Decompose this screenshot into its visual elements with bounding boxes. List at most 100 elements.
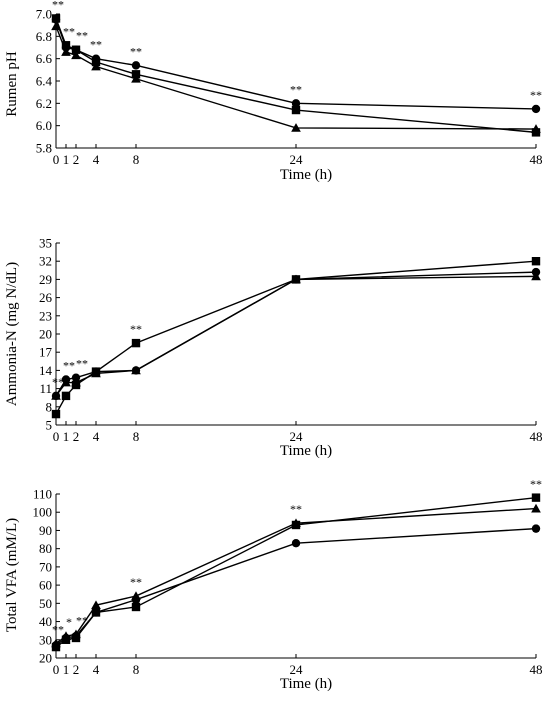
y-tick-label: 5.8 xyxy=(36,141,52,156)
y-tick-label: 5 xyxy=(46,418,53,433)
data-point-circle xyxy=(291,539,301,548)
data-point-triangle xyxy=(131,365,141,375)
data-point-square xyxy=(51,409,61,419)
x-tick-label: 1 xyxy=(63,662,70,677)
data-point-circle xyxy=(531,104,541,114)
significance-marker: ** xyxy=(90,38,102,52)
x-tick-label: 2 xyxy=(73,662,80,677)
data-point-triangle xyxy=(71,50,81,60)
data-point-square xyxy=(531,493,541,502)
series-line-square xyxy=(55,260,537,415)
x-tick-label: 8 xyxy=(133,152,140,167)
significance-marker: ** xyxy=(63,359,75,373)
data-point-triangle xyxy=(91,61,101,71)
significance-marker: ** xyxy=(130,575,142,589)
y-tick-label: 40 xyxy=(39,614,52,629)
significance-marker: ** xyxy=(76,29,88,43)
y-tick-label: 6.6 xyxy=(36,51,53,66)
x-axis-label: Time (h) xyxy=(280,676,332,692)
data-point-triangle xyxy=(531,271,541,281)
data-point-triangle xyxy=(61,631,71,640)
data-point-triangle xyxy=(291,518,301,528)
significance-marker: ** xyxy=(290,82,302,96)
series-line-circle xyxy=(55,271,537,397)
data-point-triangle xyxy=(51,391,61,400)
x-tick-label: 48 xyxy=(530,429,543,444)
significance-marker: ** xyxy=(290,502,302,516)
significance-marker: ** xyxy=(52,622,64,636)
data-point-square xyxy=(531,257,541,266)
data-point-circle xyxy=(71,373,81,382)
significance-marker: ** xyxy=(530,88,542,102)
series-line-square xyxy=(55,18,537,134)
significance-marker: ** xyxy=(63,24,75,38)
x-tick-label: 4 xyxy=(93,152,100,167)
y-tick-label: 60 xyxy=(39,578,52,593)
x-tick-label: 24 xyxy=(290,152,304,167)
y-axis-label: Total VFA (mM/L) xyxy=(4,518,20,632)
y-axis-label: Rumen pH xyxy=(4,51,20,117)
data-point-triangle xyxy=(131,73,141,83)
x-axis-label: Time (h) xyxy=(280,443,332,459)
data-point-square xyxy=(71,45,81,54)
data-point-square xyxy=(61,391,71,401)
y-tick-label: 110 xyxy=(33,487,52,502)
x-tick-label: 8 xyxy=(133,429,140,444)
x-tick-label: 4 xyxy=(93,662,100,677)
x-tick-label: 1 xyxy=(63,152,70,167)
data-point-triangle xyxy=(91,600,101,610)
significance-marker: ** xyxy=(130,44,142,58)
y-axis-label: Ammonia-N (mg N/dL) xyxy=(4,262,20,406)
x-tick-label: 48 xyxy=(530,662,543,677)
series-line-triangle xyxy=(55,275,537,397)
data-point-square xyxy=(131,338,141,348)
x-tick-label: 2 xyxy=(73,152,80,167)
data-point-triangle xyxy=(531,503,541,513)
y-tick-label: 29 xyxy=(39,272,52,287)
significance-marker: ** xyxy=(530,477,542,491)
data-point-triangle xyxy=(71,629,81,639)
y-tick-label: 6.0 xyxy=(36,118,52,133)
x-tick-label: 0 xyxy=(53,152,60,167)
significance-marker: ** xyxy=(52,0,64,11)
significance-marker: ** xyxy=(52,375,64,389)
y-tick-label: 8 xyxy=(46,399,53,414)
data-point-square xyxy=(61,41,71,50)
data-point-triangle xyxy=(51,21,61,31)
y-tick-label: 11 xyxy=(39,381,52,396)
y-tick-label: 30 xyxy=(39,632,52,647)
data-point-triangle xyxy=(61,377,71,387)
y-tick-label: 32 xyxy=(39,254,52,269)
data-point-triangle xyxy=(61,47,71,56)
significance-marker: ** xyxy=(76,357,88,371)
x-axis-label: Time (h) xyxy=(280,167,332,183)
x-tick-label: 1 xyxy=(63,429,70,444)
y-tick-label: 6.2 xyxy=(36,96,52,111)
data-point-circle xyxy=(131,61,141,70)
y-tick-label: 26 xyxy=(39,290,53,305)
x-tick-label: 24 xyxy=(290,429,304,444)
data-point-triangle xyxy=(51,638,61,648)
y-tick-label: 90 xyxy=(39,523,52,538)
data-point-triangle xyxy=(291,274,301,284)
y-tick-label: 50 xyxy=(39,596,52,611)
significance-marker: ** xyxy=(76,613,88,627)
y-tick-label: 80 xyxy=(39,541,52,556)
x-tick-label: 48 xyxy=(530,152,543,167)
data-point-circle xyxy=(531,524,541,533)
x-tick-label: 0 xyxy=(53,429,60,444)
y-tick-label: 6.4 xyxy=(36,74,53,89)
significance-marker: ** xyxy=(130,322,142,336)
x-tick-label: 8 xyxy=(133,662,140,677)
data-point-triangle xyxy=(71,377,81,387)
data-point-circle xyxy=(291,99,301,108)
data-point-triangle xyxy=(531,124,541,133)
data-point-triangle xyxy=(91,368,101,378)
y-tick-label: 23 xyxy=(39,308,52,323)
x-tick-label: 4 xyxy=(93,429,100,444)
data-point-square xyxy=(91,608,101,617)
